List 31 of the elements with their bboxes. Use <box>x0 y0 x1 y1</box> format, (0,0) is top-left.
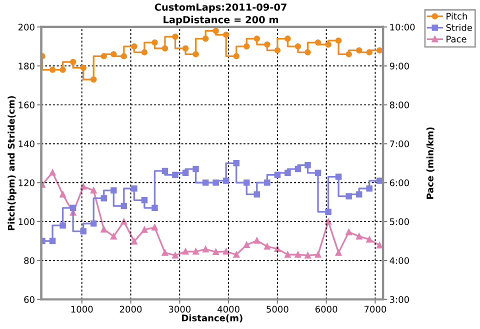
legend-label: Pace <box>446 36 466 42</box>
y-axis-title: Pitch(bpm) and Stride(cm) <box>8 96 16 230</box>
y2-axis-title: Pace (min/km) <box>426 127 434 199</box>
y-tick-label: 140 <box>18 140 34 148</box>
y-tick-label: 120 <box>18 179 34 186</box>
x-tick-label: 3000 <box>168 306 191 313</box>
legend-label: Stride <box>446 24 472 32</box>
chart-subtitle: LapDistance = 200 m <box>164 16 278 26</box>
y2-tick-label: 7:00 <box>390 140 409 148</box>
x-tick-label: 4000 <box>217 306 240 313</box>
y2-tick-label: 9:00 <box>390 62 409 70</box>
y2-tick-label: 10:00 <box>390 24 415 31</box>
x-tick-label: 5000 <box>266 306 288 313</box>
y-tick-label: 60 <box>24 296 34 303</box>
y2-tick-label: 4:00 <box>390 257 409 264</box>
y2-tick-label: 3:00 <box>390 296 409 303</box>
chart-title: CustomLaps:2011-09-07 <box>154 3 286 13</box>
x-tick-label: 1000 <box>71 306 93 313</box>
y-tick-label: 100 <box>18 218 34 226</box>
y-tick-label: 200 <box>18 24 34 31</box>
x-tick-label: 2000 <box>120 306 142 313</box>
y2-tick-label: 6:00 <box>390 179 409 186</box>
y2-tick-label: 5:00 <box>390 218 409 226</box>
y-tick-label: 160 <box>18 102 34 108</box>
y-tick-label: 80 <box>24 257 34 264</box>
y-tick-label: 180 <box>18 62 34 70</box>
x-axis-title: Distance(m) <box>182 314 242 322</box>
legend-label: Pitch <box>446 12 467 20</box>
x-tick-label: 7000 <box>364 306 386 313</box>
x-tick-label: 6000 <box>315 306 338 313</box>
y2-tick-label: 8:00 <box>390 102 409 108</box>
